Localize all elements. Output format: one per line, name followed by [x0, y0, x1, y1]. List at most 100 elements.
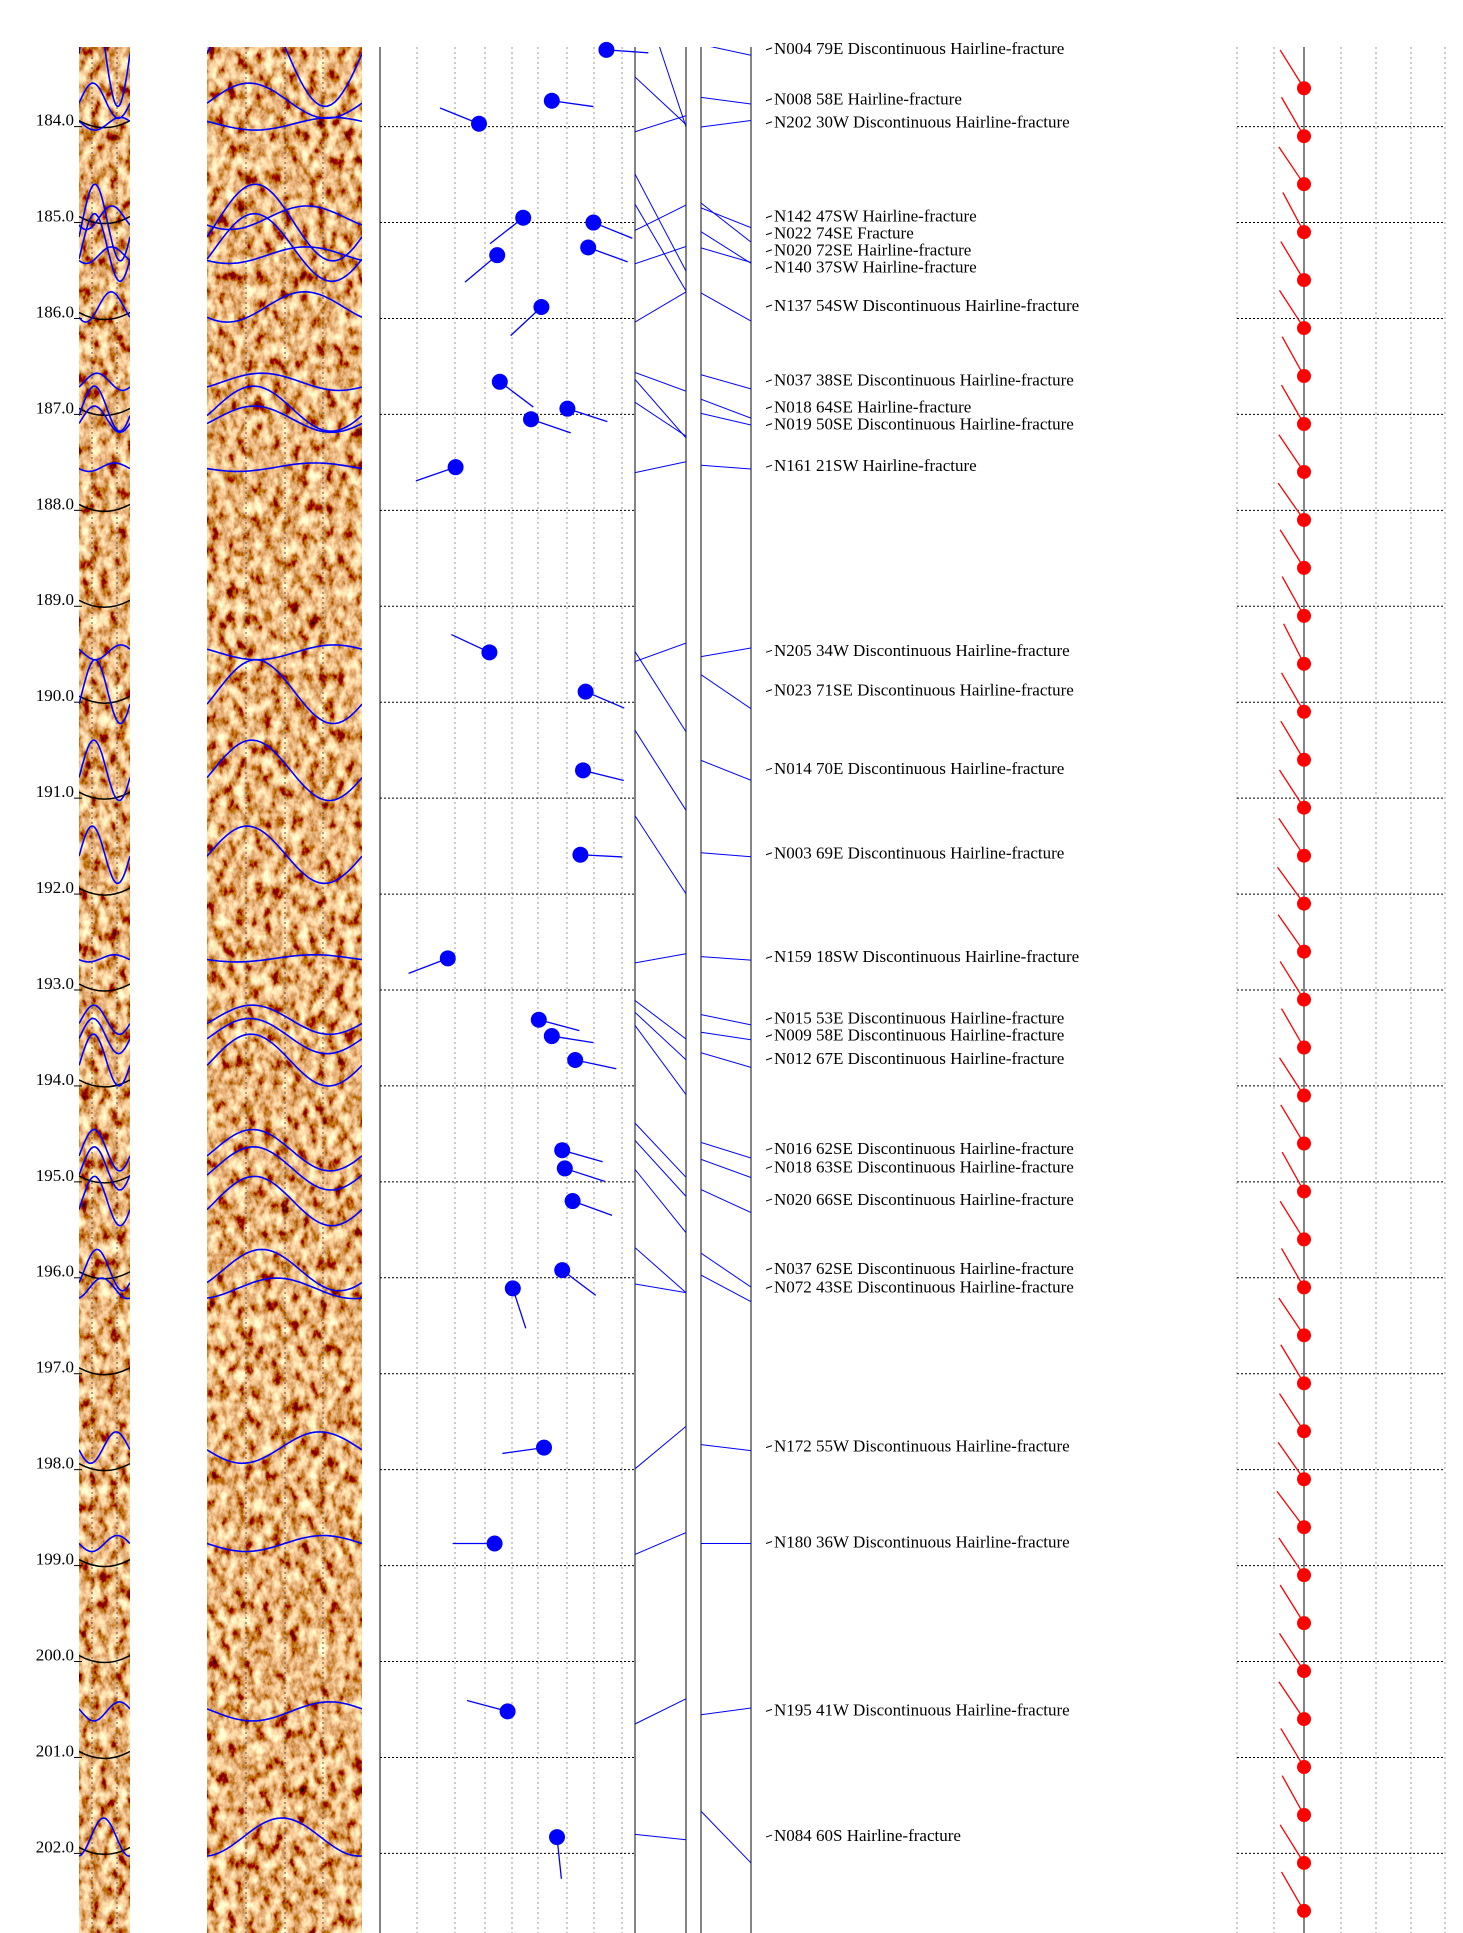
depth-label: 199.0 [36, 1549, 74, 1568]
stick [701, 759, 751, 781]
fracture-sinusoid [207, 1817, 362, 1857]
stick [635, 1532, 686, 1555]
tadpole [577, 683, 594, 700]
depth-label: 192.0 [36, 878, 74, 897]
orientation-tail [1279, 1824, 1305, 1864]
orientation-dot [1297, 1424, 1311, 1439]
orientation-tail [1278, 1057, 1305, 1096]
fracture-sinusoid [79, 739, 130, 802]
fracture-label: N014 70E Discontinuous Hairline-fracture [774, 759, 1064, 778]
fracture-sinusoid [207, 1431, 362, 1465]
label-leader [765, 1445, 773, 1449]
dip-grid [416, 47, 1446, 1933]
image-track-wide [207, 47, 362, 1933]
orientation-dot [1297, 848, 1311, 863]
orientation-tail [1280, 1871, 1305, 1912]
tadpole [481, 644, 498, 661]
orientation-tail [1280, 1008, 1305, 1048]
stick [701, 202, 751, 243]
stick [635, 651, 686, 733]
fracture-sinusoid [79, 825, 130, 885]
label-leader [765, 1834, 773, 1838]
orientation-tail [1278, 818, 1305, 857]
tadpole [585, 214, 602, 231]
fracture-label: N015 53E Discontinuous Hairline-fracture [774, 1009, 1064, 1028]
fracture-sinusoid [79, 462, 130, 473]
label-leader [765, 1147, 773, 1151]
fracture-sinusoid [207, 659, 362, 725]
label-leader [765, 689, 773, 693]
tadpole [580, 239, 597, 256]
stick [635, 1169, 686, 1234]
stick [635, 379, 686, 439]
fracture-sinusoid [207, 739, 362, 802]
depth-label: 191.0 [36, 782, 74, 801]
label-leader [765, 1708, 773, 1712]
stick [635, 461, 686, 474]
fracture-sinusoid [207, 644, 362, 661]
depth-label: 202.0 [36, 1837, 74, 1856]
tadpole [564, 1193, 581, 1210]
orientation-dot [1297, 896, 1311, 911]
tadpole [491, 373, 508, 390]
stick [701, 647, 751, 658]
stick [635, 815, 686, 895]
stick [701, 1810, 751, 1864]
stick [701, 1444, 751, 1452]
fracture-label: N202 30W Discontinuous Hairline-fracture [774, 113, 1070, 132]
orientation-dot [1297, 1088, 1311, 1103]
stick [635, 204, 686, 231]
fracture-sinusoid [79, 116, 130, 131]
orientation-tail [1279, 529, 1305, 569]
depth-label: 195.0 [36, 1166, 74, 1185]
label-leader [765, 121, 773, 125]
depth-label: 200.0 [36, 1645, 74, 1664]
label-leader [765, 215, 773, 219]
fracture-sinusoid [207, 116, 362, 131]
depth-label: 190.0 [36, 686, 74, 705]
stick [635, 1122, 686, 1178]
orientation-tail [1277, 1442, 1305, 1480]
fracture-label: N137 54SW Discontinuous Hairline-fractur… [774, 296, 1079, 315]
fracture-sinusoid [207, 954, 362, 963]
orientation-tail [1281, 1775, 1305, 1816]
tadpole [523, 411, 539, 428]
orientation-dot [1297, 129, 1311, 144]
wide-sinusoids [207, 47, 362, 1857]
stick [701, 464, 751, 470]
orientation-tail [1280, 1728, 1305, 1768]
depth-grid: 184.0 185.0 186.0 187.0 188.0 189.0 190.0 191.0… [36, 111, 1445, 1856]
orientation-dot [1297, 1184, 1311, 1199]
label-leader [765, 249, 773, 253]
fracture-sinusoid [79, 1017, 130, 1055]
label-leader [765, 955, 773, 959]
depth-label: 186.0 [36, 302, 74, 321]
fracture-sinusoid [79, 47, 130, 108]
depth-arc [79, 1750, 130, 1760]
stick [701, 852, 751, 858]
stick [635, 173, 686, 272]
orientation-dot [1297, 1232, 1311, 1247]
fracture-label: N172 55W Discontinuous Hairline-fracture [774, 1436, 1070, 1455]
orientation-tail [1277, 914, 1305, 953]
orientation-dot [1297, 417, 1311, 432]
stick [635, 76, 686, 125]
label-leader [765, 232, 773, 236]
orientation-dot [1297, 656, 1311, 671]
orientation-dot [1297, 1616, 1311, 1631]
fracture-label: N084 60S Hairline-fracture [774, 1826, 961, 1845]
label-leader [765, 266, 773, 270]
fracture-sinusoid [207, 47, 362, 108]
tadpole [447, 459, 464, 476]
stick [701, 674, 751, 710]
label-leader [765, 47, 773, 51]
depth-arc [79, 1367, 130, 1376]
stick [701, 231, 751, 264]
stick [635, 1000, 686, 1040]
stick [635, 115, 686, 133]
fracture-sinusoid [79, 1175, 130, 1227]
fracture-sinusoid [207, 462, 362, 473]
tadpole [489, 247, 506, 264]
fracture-sinusoid [207, 1277, 362, 1300]
tadpole [554, 1262, 571, 1279]
